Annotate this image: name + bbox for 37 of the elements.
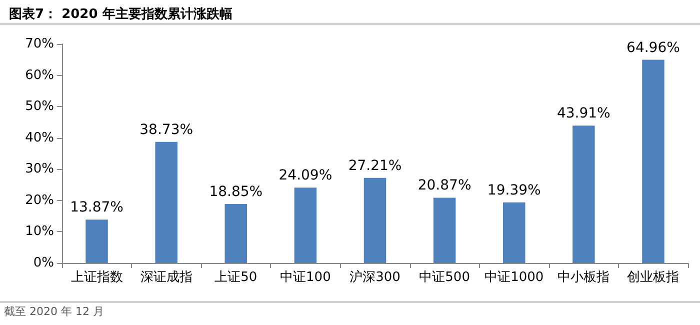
data-label: 19.39%: [487, 182, 541, 198]
bar: [502, 202, 526, 263]
x-tick-label: 中证500: [419, 270, 470, 285]
x-tick-label: 中小板指: [558, 270, 610, 285]
x-tick-label: 中证100: [280, 270, 331, 285]
x-tick-label: 上证指数: [70, 270, 123, 285]
y-tick-label: 30%: [25, 162, 54, 177]
x-tick-label: 沪深300: [350, 269, 400, 285]
bar: [224, 204, 248, 263]
text: 截至 2020 年 12 月: [4, 305, 104, 318]
bar: [364, 178, 386, 263]
y-tick-label: 0%: [33, 256, 54, 270]
bar: [155, 142, 178, 263]
bar: [642, 60, 664, 263]
bar: [572, 126, 595, 263]
chart-title: 图表7： 2020 年主要指数累计涨跌幅: [9, 6, 232, 22]
data-label: 18.85%: [209, 184, 263, 200]
x-tick-label: 中证1000: [484, 270, 544, 285]
bar: [86, 220, 108, 263]
data-label: 27.21%: [348, 158, 402, 174]
y-tick-label: 50%: [25, 99, 54, 114]
bar: [433, 198, 456, 263]
data-label: 24.09%: [278, 168, 332, 184]
x-tick-label: 创业板指: [627, 270, 680, 285]
y-tick-label: 10%: [25, 224, 54, 240]
y-tick-label: 40%: [25, 130, 54, 146]
x-tick-label: 上证50: [214, 270, 258, 285]
data-label: 20.87%: [418, 178, 472, 194]
data-label: 13.87%: [70, 200, 124, 216]
x-tick-label: 深证成指: [140, 270, 192, 285]
data-label: 43.91%: [556, 106, 610, 122]
y-tick-label: 70%: [25, 36, 54, 52]
y-tick-label: 60%: [25, 68, 54, 83]
data-label: 38.73%: [140, 122, 194, 138]
y-tick-label: 20%: [25, 192, 54, 208]
bar: [294, 188, 317, 263]
data-label: 64.96%: [626, 40, 680, 56]
